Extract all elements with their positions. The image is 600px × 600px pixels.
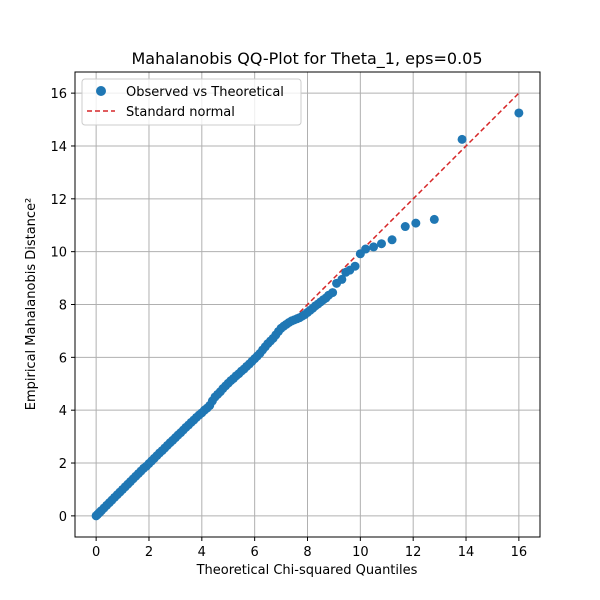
observed-point (400, 222, 410, 232)
y-tick-label: 2 (59, 457, 67, 472)
y-tick-label: 10 (50, 246, 67, 261)
observed-point (457, 134, 467, 144)
y-tick-label: 16 (50, 87, 67, 102)
observed-point (361, 244, 371, 254)
observed-point (514, 108, 524, 118)
y-axis-label: Empirical Mahalanobis Distance² (24, 198, 39, 411)
legend-box (81, 78, 302, 126)
x-axis-label: Theoretical Chi-squared Quantiles (196, 563, 418, 578)
y-tick-label: 8 (59, 299, 67, 314)
x-tick-label: 14 (458, 545, 475, 560)
observed-point (328, 288, 338, 298)
x-tick-label: 0 (92, 545, 100, 560)
y-tick-label: 12 (50, 193, 67, 208)
legend-label-observed: Observed vs Theoretical (126, 85, 284, 100)
chart-title: Mahalanobis QQ-Plot for Theta_1, eps=0.0… (131, 49, 482, 69)
x-tick-label: 4 (198, 545, 206, 560)
y-tick-label: 4 (59, 404, 67, 419)
scatter-points (91, 108, 524, 521)
observed-point (369, 242, 379, 252)
x-tick-label: 16 (511, 545, 528, 560)
y-axis-ticks: 0 2 4 6 8 10 12 14 16 (50, 87, 75, 525)
observed-point (429, 214, 439, 224)
x-tick-label: 2 (145, 545, 153, 560)
legend: Observed vs Theoretical Standard normal (81, 78, 302, 126)
x-tick-label: 10 (352, 545, 369, 560)
grid-lines (75, 72, 540, 537)
observed-point (376, 239, 386, 249)
legend-label-standard-normal: Standard normal (126, 105, 235, 120)
observed-point (387, 235, 397, 245)
plot-frame (74, 71, 541, 538)
observed-point (411, 218, 421, 228)
legend-marker-observed (96, 86, 106, 96)
observed-point (350, 261, 360, 271)
y-tick-label: 6 (59, 351, 67, 366)
observed-point (337, 274, 347, 284)
y-tick-label: 14 (50, 140, 67, 155)
x-tick-label: 8 (303, 545, 311, 560)
x-axis-ticks: 0 2 4 6 8 10 12 14 16 (92, 537, 527, 560)
y-tick-label: 0 (59, 510, 67, 525)
x-tick-label: 12 (405, 545, 422, 560)
x-tick-label: 6 (251, 545, 259, 560)
